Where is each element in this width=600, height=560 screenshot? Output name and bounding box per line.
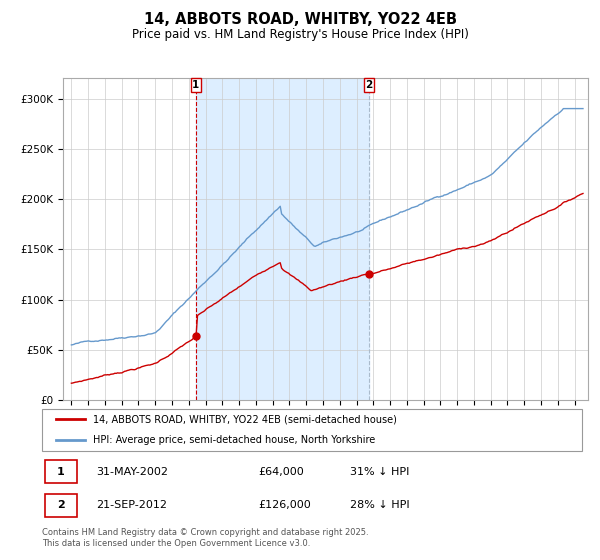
Text: £126,000: £126,000 <box>258 501 311 511</box>
Bar <box>196 78 369 400</box>
Text: 1: 1 <box>57 467 65 477</box>
Text: 31% ↓ HPI: 31% ↓ HPI <box>350 467 409 477</box>
Text: 14, ABBOTS ROAD, WHITBY, YO22 4EB: 14, ABBOTS ROAD, WHITBY, YO22 4EB <box>143 12 457 27</box>
Text: Price paid vs. HM Land Registry's House Price Index (HPI): Price paid vs. HM Land Registry's House … <box>131 28 469 41</box>
Text: HPI: Average price, semi-detached house, North Yorkshire: HPI: Average price, semi-detached house,… <box>94 435 376 445</box>
Text: £64,000: £64,000 <box>258 467 304 477</box>
Text: Contains HM Land Registry data © Crown copyright and database right 2025.
This d: Contains HM Land Registry data © Crown c… <box>42 528 368 548</box>
Text: 1: 1 <box>192 80 199 90</box>
Text: 2: 2 <box>57 501 65 511</box>
Text: 28% ↓ HPI: 28% ↓ HPI <box>350 501 409 511</box>
Text: 14, ABBOTS ROAD, WHITBY, YO22 4EB (semi-detached house): 14, ABBOTS ROAD, WHITBY, YO22 4EB (semi-… <box>94 414 397 424</box>
FancyBboxPatch shape <box>45 494 77 517</box>
FancyBboxPatch shape <box>45 460 77 483</box>
Text: 21-SEP-2012: 21-SEP-2012 <box>96 501 167 511</box>
Text: 31-MAY-2002: 31-MAY-2002 <box>96 467 168 477</box>
Text: 2: 2 <box>365 80 373 90</box>
FancyBboxPatch shape <box>42 409 582 451</box>
